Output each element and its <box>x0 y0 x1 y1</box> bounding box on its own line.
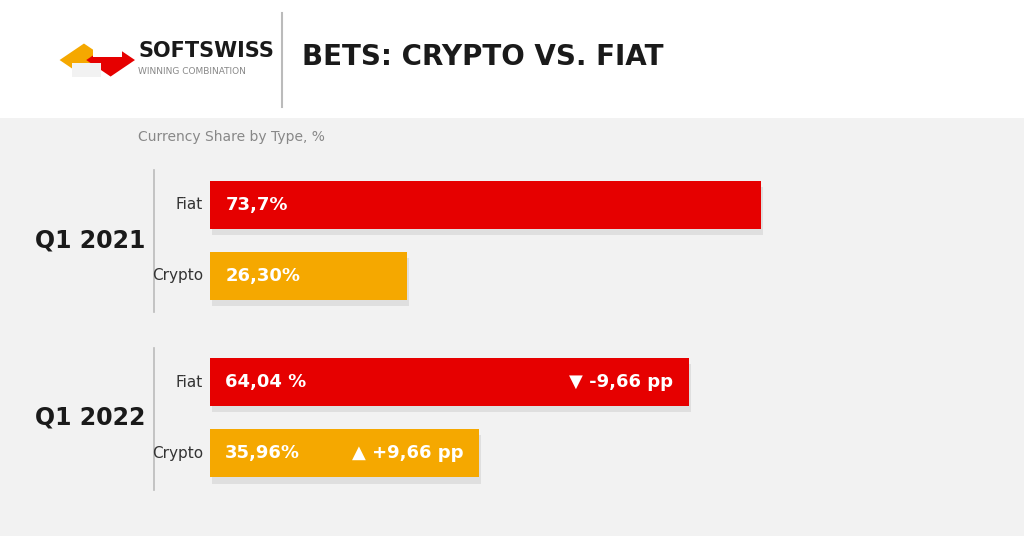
Text: ▲ +9,66 pp: ▲ +9,66 pp <box>352 444 464 462</box>
Bar <box>210 429 479 477</box>
Text: Crypto: Crypto <box>152 446 203 461</box>
Text: Fiat: Fiat <box>175 197 203 212</box>
Text: 26,30%: 26,30% <box>225 267 300 285</box>
Text: Currency Share by Type, %: Currency Share by Type, % <box>138 130 325 144</box>
Text: 64,04 %: 64,04 % <box>225 373 306 391</box>
Bar <box>213 435 481 483</box>
Text: ▼ -9,66 pp: ▼ -9,66 pp <box>569 373 673 391</box>
Bar <box>213 258 409 306</box>
Text: Q1 2022: Q1 2022 <box>35 406 145 430</box>
Text: 35,96%: 35,96% <box>225 444 300 462</box>
Bar <box>210 181 761 229</box>
Bar <box>210 358 688 406</box>
Text: Crypto: Crypto <box>152 268 203 283</box>
Bar <box>213 364 691 413</box>
Text: SOFTSWISS: SOFTSWISS <box>138 41 274 61</box>
Text: BETS: CRYPTO VS. FIAT: BETS: CRYPTO VS. FIAT <box>302 43 664 71</box>
Text: Fiat: Fiat <box>175 375 203 390</box>
Text: 73,7%: 73,7% <box>225 196 288 214</box>
Bar <box>210 252 407 300</box>
Bar <box>213 187 764 235</box>
Text: Q1 2021: Q1 2021 <box>35 228 145 252</box>
Text: WINNING COMBINATION: WINNING COMBINATION <box>138 68 246 76</box>
